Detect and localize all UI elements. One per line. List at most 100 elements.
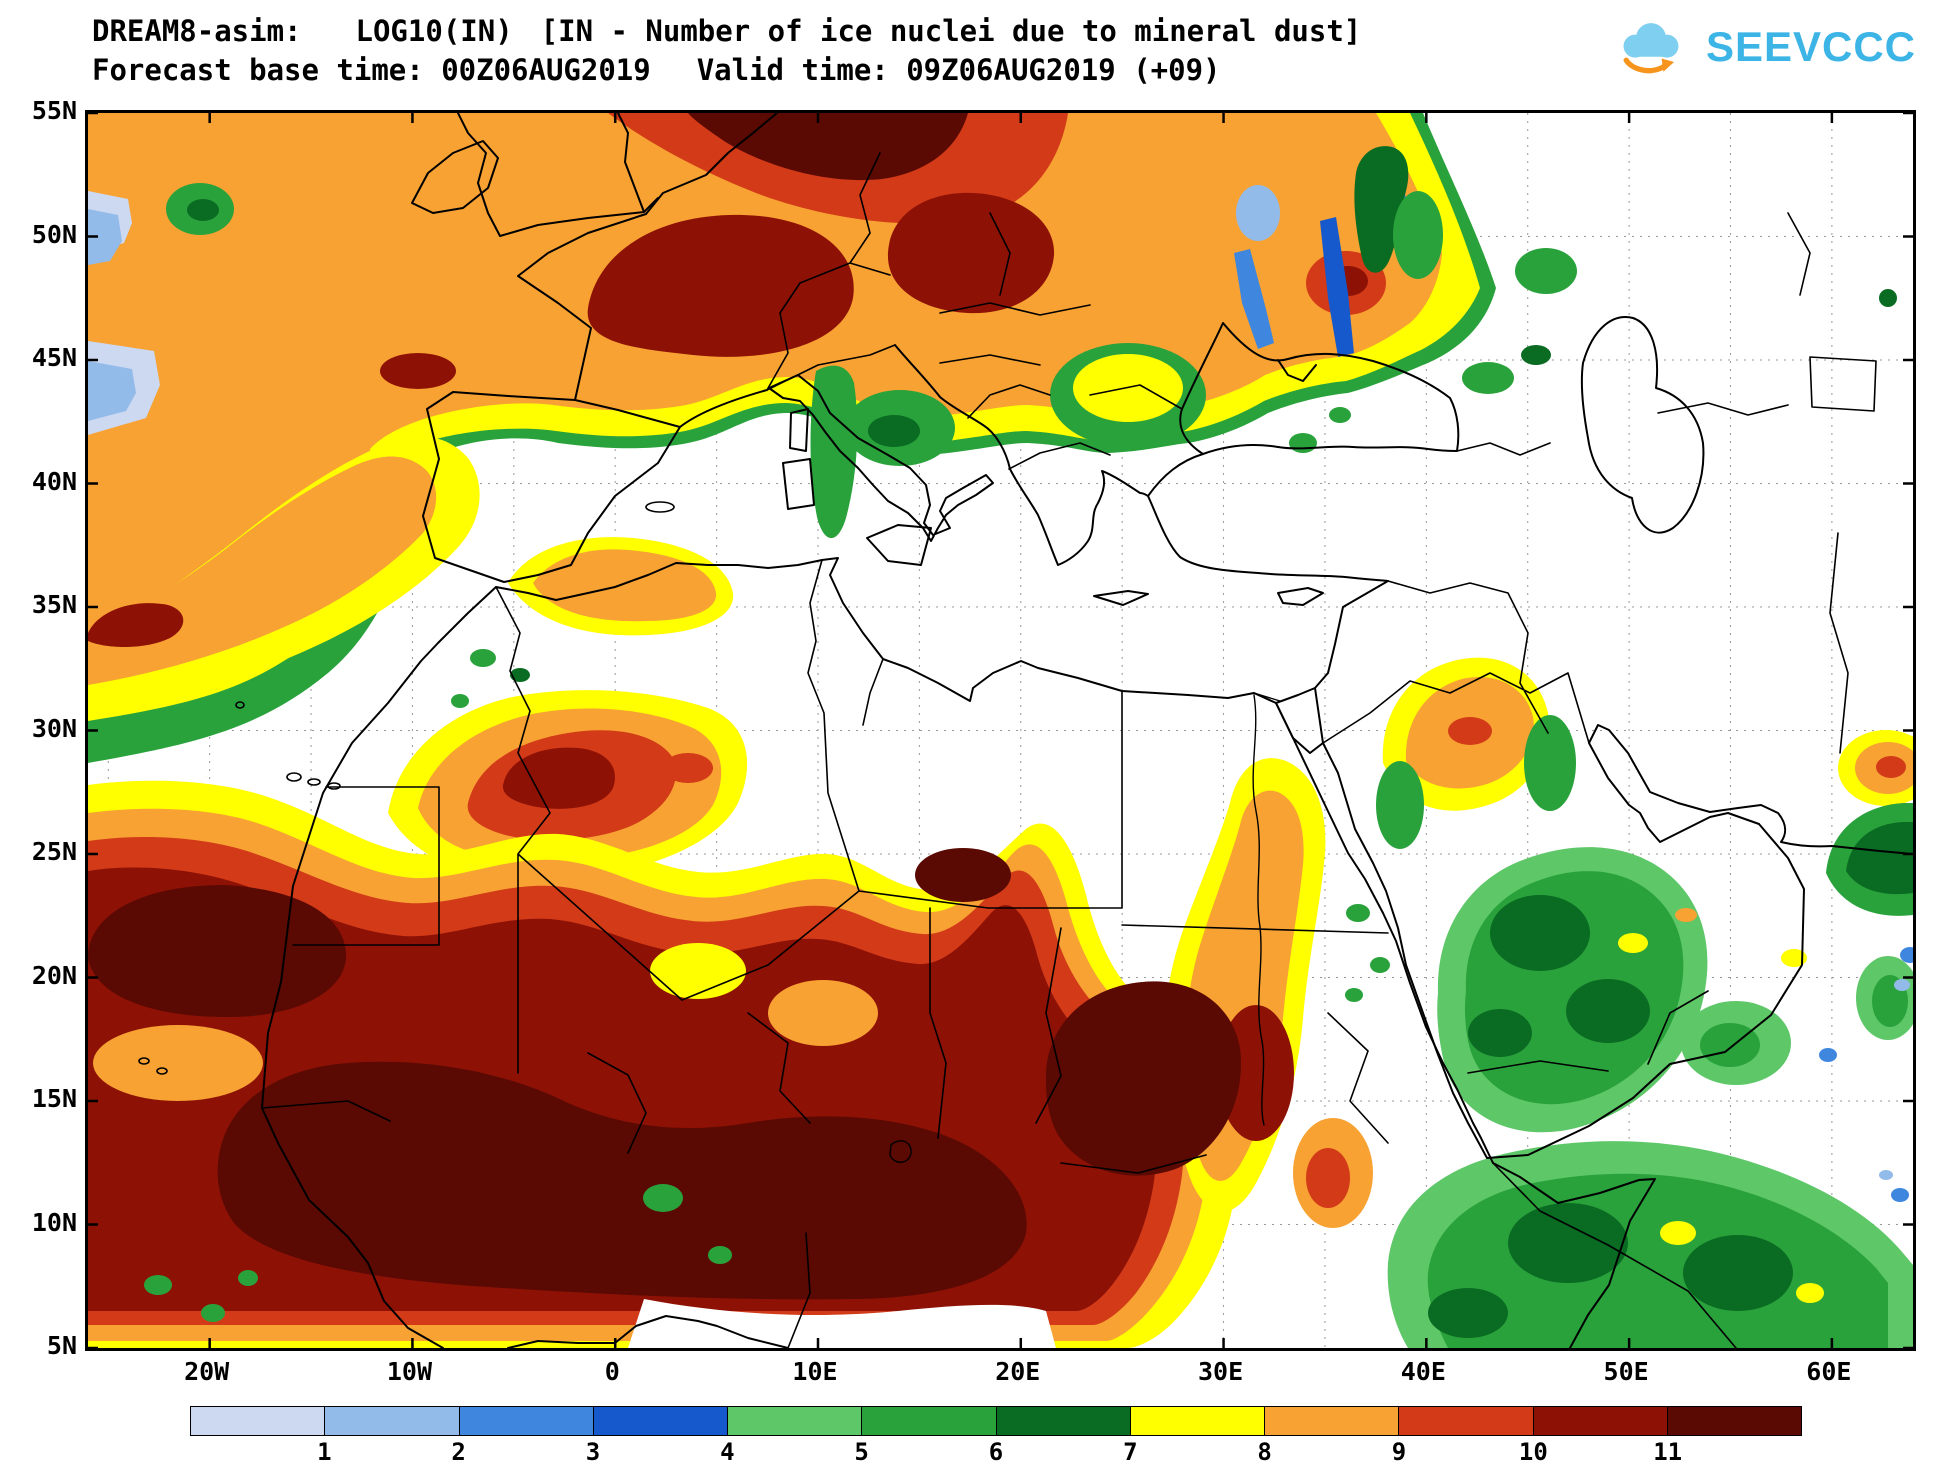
field-region-level-7	[1490, 895, 1590, 971]
field-region-level-9	[88, 113, 1442, 678]
colorbar-label-8: 8	[1257, 1438, 1272, 1466]
field-region-level-6	[643, 1184, 683, 1212]
seevccc-logo-text: SEEVCCC	[1705, 23, 1916, 70]
lat-label-45N: 45N	[31, 343, 77, 372]
colorbar	[190, 1406, 1802, 1436]
lon-label-0: 0	[604, 1357, 620, 1386]
colorbar-cell-4	[593, 1407, 728, 1435]
map-panel	[85, 110, 1916, 1351]
chart-title-block: DREAM8-asim: LOG10(IN) [IN - Number of ice…	[92, 12, 1361, 90]
field-region-level-10	[1448, 717, 1492, 745]
field-region-level-10	[663, 753, 713, 783]
field-region-level-2	[88, 209, 122, 265]
colorbar-label-2: 2	[451, 1438, 466, 1466]
field-region-level-6	[1515, 248, 1577, 294]
field-region-level-7	[868, 415, 920, 447]
field-region-level-6	[1370, 957, 1390, 973]
field-region-level-7	[1521, 345, 1551, 365]
field-region-level-6	[201, 1304, 225, 1322]
colorbar-label-7: 7	[1123, 1438, 1138, 1466]
colorbar-cell-9	[1265, 1407, 1400, 1435]
colorbar-label-1: 1	[317, 1438, 332, 1466]
field-region-level-7	[1566, 979, 1650, 1043]
seevccc-cloud-icon	[1623, 23, 1679, 74]
colorbar-cell-5	[728, 1407, 863, 1435]
colorbar-cell-11	[1533, 1407, 1668, 1435]
field-region-level-7	[187, 199, 219, 221]
field-region-level-10	[1876, 756, 1906, 778]
field-region-level-6	[1346, 904, 1370, 922]
field-region-level-11	[587, 214, 854, 357]
field-region-level-6	[1524, 715, 1576, 811]
colorbar-cell-6	[862, 1407, 997, 1435]
field-region-level-8	[650, 943, 746, 999]
field-region-level-8	[1781, 949, 1807, 967]
field-region-level-8	[1796, 1283, 1824, 1303]
lon-label-20W: 20W	[184, 1357, 230, 1386]
colorbar-label-10: 10	[1518, 1438, 1548, 1466]
lat-label-25N: 25N	[31, 837, 77, 866]
field-region-level-10	[1306, 1148, 1350, 1208]
field-region-level-3	[1234, 249, 1274, 349]
field-region-level-9	[768, 980, 878, 1046]
field-region-level-2	[1236, 185, 1280, 241]
field-region-level-7	[1879, 289, 1897, 307]
field-region-level-12	[88, 885, 347, 1018]
colorbar-label-11: 11	[1653, 1438, 1683, 1466]
field-region-level-7	[1508, 1203, 1628, 1283]
colorbar-cell-2	[325, 1407, 460, 1435]
field-region-level-6	[1700, 1023, 1760, 1067]
field-region-level-7	[510, 668, 530, 682]
valid-time: Valid time: 09Z06AUG2019 (+09)	[696, 53, 1221, 87]
field-region-level-12	[915, 848, 1011, 902]
field-region-level-6	[238, 1270, 258, 1286]
field-region-level-11	[887, 192, 1055, 314]
lon-label-40E: 40E	[1400, 1357, 1446, 1386]
field-region-level-7	[1846, 822, 1913, 895]
colorbar-cell-1	[191, 1407, 326, 1435]
lon-label-60E: 60E	[1806, 1357, 1852, 1386]
lon-label-30E: 30E	[1197, 1357, 1244, 1386]
field-region-level-7	[1428, 1288, 1508, 1338]
field-region-level-6	[1376, 761, 1424, 849]
seevccc-logo: SEEVCCC	[1606, 16, 1916, 78]
field-region-level-3	[1819, 1048, 1837, 1062]
field-region-level-6	[1329, 407, 1351, 423]
field-region-level-6	[1289, 433, 1317, 453]
colorbar-cell-3	[459, 1407, 594, 1435]
field-region-level-6	[1345, 988, 1363, 1002]
field-region-level-6	[810, 365, 858, 539]
lat-label-5N: 5N	[46, 1331, 77, 1360]
variable-description: [IN - Number of ice nuclei due to minera…	[540, 14, 1362, 48]
field-region-level-7	[1468, 1009, 1532, 1057]
forecast-base-time: Forecast base time: 00Z06AUG2019	[92, 53, 651, 87]
colorbar-cell-8	[1130, 1407, 1265, 1435]
field-region-level-6	[708, 1246, 732, 1264]
field-region-level-6	[451, 694, 469, 708]
lat-label-15N: 15N	[31, 1084, 77, 1113]
field-region-level-7	[1683, 1235, 1793, 1311]
colorbar-label-4: 4	[720, 1438, 735, 1466]
field-region-level-4	[1320, 217, 1354, 357]
lon-label-20E: 20E	[995, 1357, 1041, 1386]
lat-label-35N: 35N	[31, 590, 77, 619]
field-region-level-6	[470, 649, 496, 667]
colorbar-cell-10	[1399, 1407, 1534, 1435]
field-region-level-3	[1891, 1188, 1909, 1202]
field-region-level-8	[1660, 1221, 1696, 1245]
lon-label-50E: 50E	[1603, 1357, 1649, 1386]
title-line-2: Forecast base time: 00Z06AUG2019 Valid ti…	[92, 51, 1361, 90]
model-name: DREAM8-asim:	[92, 14, 302, 48]
field-region-level-2	[1894, 979, 1910, 991]
field-region-level-12	[217, 1061, 1027, 1300]
lat-label-40N: 40N	[31, 466, 77, 496]
field-region-level-11	[380, 353, 456, 389]
field-region-level-2	[88, 361, 136, 421]
colorbar-label-5: 5	[854, 1438, 869, 1466]
variable-name: LOG10(IN)	[355, 14, 513, 48]
field-region-level-11	[88, 603, 184, 647]
field-region-level-2	[1879, 1170, 1893, 1180]
lat-label-50N: 50N	[31, 219, 77, 249]
colorbar-cell-7	[996, 1407, 1131, 1435]
